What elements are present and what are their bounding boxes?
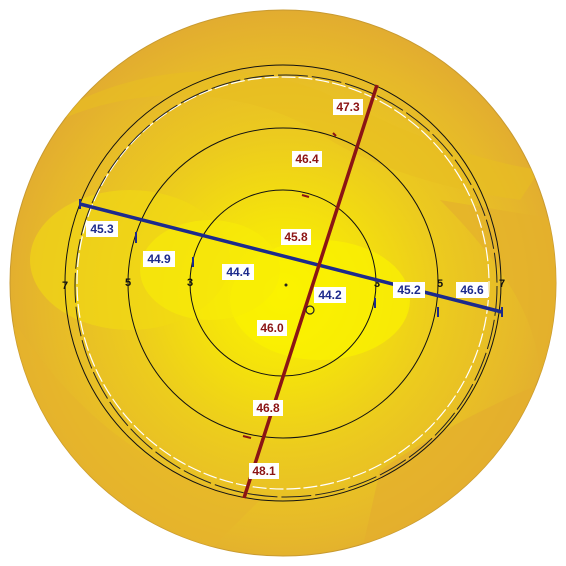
steep-tick-2 (301, 194, 310, 198)
flat-value: 44.4 (226, 265, 250, 279)
flat-value: 44.2 (318, 288, 342, 302)
steep-meridian (242, 84, 379, 499)
steep-tick-1 (332, 132, 337, 137)
steep-value: 47.3 (336, 100, 360, 114)
flat-value: 45.2 (397, 283, 421, 297)
corneal-apex-marker (284, 283, 288, 287)
steep-value: 48.1 (252, 464, 276, 478)
zone-rings (64, 64, 502, 502)
ring-label-left-7: 7 (62, 280, 68, 292)
limbus-ring-white (76, 76, 490, 490)
ring-7mm (64, 64, 502, 502)
ring-label-left-3: 3 (187, 277, 193, 289)
steep-value: 46.8 (256, 401, 280, 415)
steep-value: 46.4 (295, 152, 319, 166)
flat-meridian-labels: 45.3 44.9 44.4 44.2 45.2 46.6 (86, 221, 488, 303)
pupil-center-marker (305, 305, 315, 315)
flat-value: 44.9 (147, 252, 171, 266)
flat-meridian (79, 199, 503, 317)
ring-labels: 7 5 3 3 5 7 (62, 277, 505, 292)
ring-5mm (127, 127, 439, 439)
flat-meridian-line (79, 202, 503, 314)
limbus-ring-dark (74, 74, 498, 498)
contour-right-band (440, 200, 556, 380)
ring-label-right-5: 5 (437, 278, 443, 290)
steep-meridian-labels: 47.3 46.4 45.8 46.0 46.8 48.1 (249, 99, 363, 479)
ring-label-right-7: 7 (499, 278, 505, 290)
flat-value: 45.3 (90, 222, 114, 236)
steep-tick-3 (242, 435, 252, 439)
ring-label-right-3: 3 (374, 278, 380, 290)
ring-label-left-5: 5 (125, 277, 131, 289)
steep-value: 46.0 (260, 321, 284, 335)
contour-center-left (140, 220, 280, 320)
flat-value: 46.6 (460, 283, 484, 297)
contour-upper-band (60, 71, 540, 200)
steep-value: 45.8 (284, 230, 308, 244)
steep-meridian-line (242, 84, 379, 499)
